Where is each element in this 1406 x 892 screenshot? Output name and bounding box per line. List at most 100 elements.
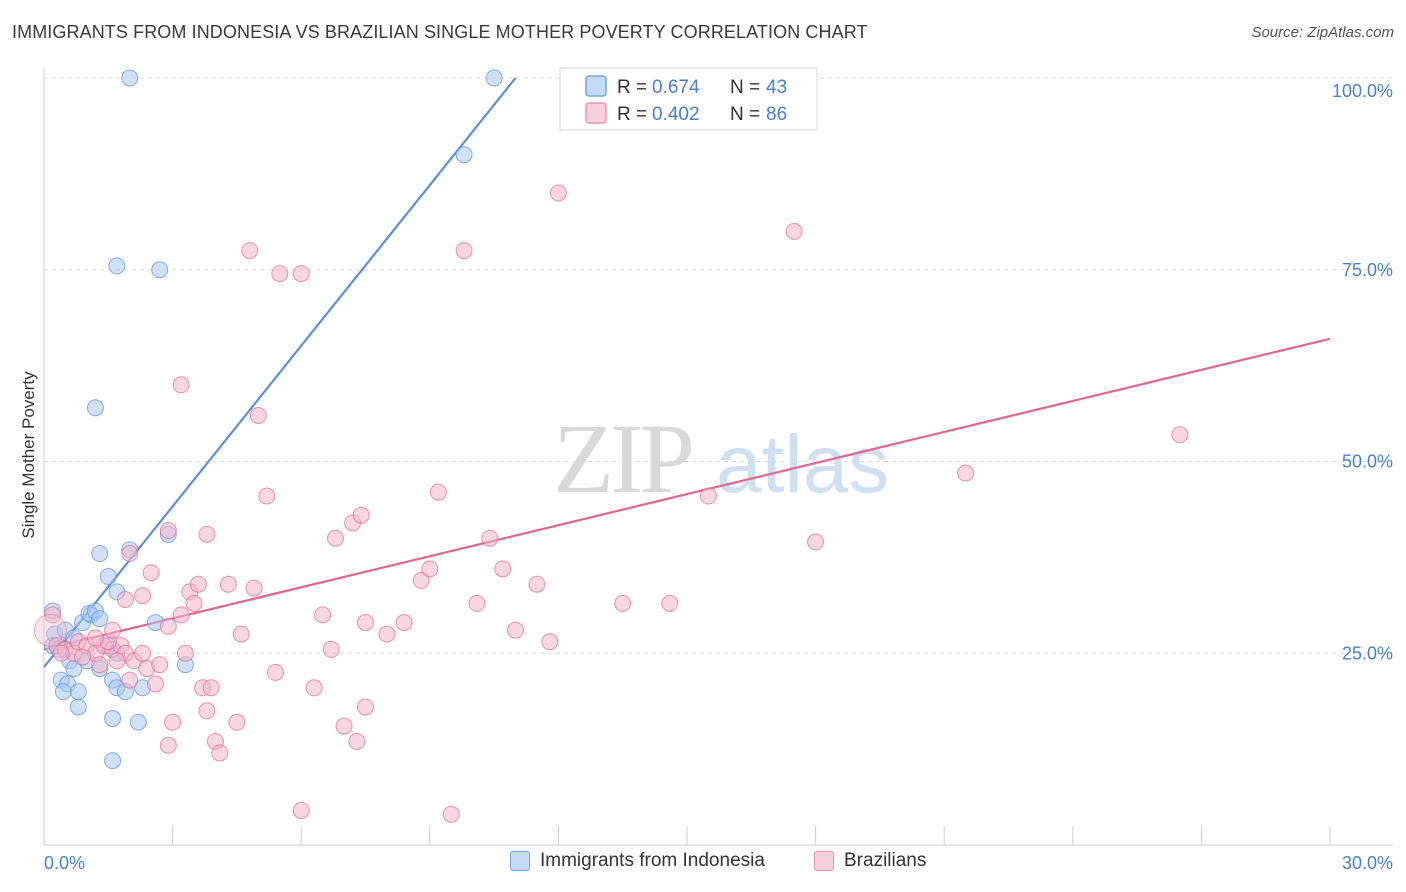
legend-r-value: 0.402: [652, 104, 700, 125]
brazilians-point: [378, 625, 396, 643]
y-tick-label-50: 50.0%: [1342, 452, 1393, 472]
brazilians-point: [176, 644, 194, 662]
brazilians-point: [322, 640, 340, 658]
brazilians-point: [357, 614, 374, 632]
legend-swatch-0: [585, 75, 607, 97]
brazilians-point: [352, 506, 370, 524]
brazilians-point: [442, 805, 460, 823]
brazilians-point: [219, 575, 237, 593]
brazilians-point: [494, 560, 512, 578]
indonesia-point: [99, 568, 117, 586]
brazilians-point: [202, 679, 220, 697]
brazilians-point: [785, 222, 803, 240]
grid-lines: [44, 77, 1393, 654]
brazilians-point: [164, 713, 182, 731]
brazilians-point: [172, 606, 190, 624]
brazilians-point: [807, 533, 825, 551]
legend-r-value: 0.674: [652, 77, 700, 98]
bottom-legend: Immigrants from Indonesia Brazilians: [0, 850, 1406, 880]
legend-n-value: 86: [766, 104, 787, 125]
indonesia-point: [91, 545, 109, 563]
brazilians-point: [292, 801, 310, 819]
y-tick-label-100: 100.0%: [1332, 81, 1393, 101]
brazilians-point: [249, 406, 267, 424]
brazilians-point: [271, 265, 289, 283]
indonesia-point: [129, 713, 147, 731]
brazilians-point: [481, 529, 499, 547]
legend-n-label: N =: [730, 104, 760, 125]
source-credit: Source: ZipAtlas.com: [1251, 24, 1394, 41]
brazilians-point: [258, 487, 276, 505]
cluster-point: [33, 613, 67, 647]
brazilians-point: [172, 376, 190, 394]
brazilians-point: [326, 529, 344, 547]
indonesia-point: [91, 610, 109, 628]
brazilians-point: [159, 617, 177, 635]
brazilians-point: [348, 732, 366, 750]
x-tick-label-0: 0.0%: [44, 853, 85, 873]
brazilians-point: [395, 614, 413, 632]
indonesia-point: [69, 698, 87, 716]
brazilians-point: [159, 736, 177, 754]
brazilians-point: [116, 591, 134, 609]
brazilians-point: [357, 698, 374, 716]
watermark-atlas: atlas: [716, 419, 889, 510]
brazilians-point: [86, 629, 104, 647]
brazilians-point: [146, 675, 164, 693]
legend-box: R = 0.674 N = 43 R = 0.402 N = 86: [559, 67, 818, 131]
brazilians-point: [104, 621, 122, 639]
brazilians-point: [198, 525, 216, 543]
legend-n-label: N =: [730, 77, 760, 98]
indonesia-point: [104, 752, 122, 770]
brazilians-point: [108, 652, 126, 670]
brazilians-point: [134, 644, 152, 662]
legend-item-brazilians[interactable]: Brazilians: [814, 850, 926, 872]
indonesia-point: [151, 261, 169, 279]
brazilians-point: [528, 575, 546, 593]
brazilians-swatch: [814, 851, 834, 871]
data-points: [33, 69, 1189, 823]
brazilians-point: [134, 587, 152, 605]
legend-label-brazilians: Brazilians: [844, 850, 927, 871]
indonesia-point: [69, 683, 87, 701]
brazilians-point: [661, 594, 679, 612]
indonesia-swatch: [510, 851, 530, 871]
watermark: ZIP atlas: [553, 403, 889, 514]
brazilians-point: [241, 242, 259, 260]
brazilians-point: [412, 571, 430, 589]
legend-n-value: 43: [766, 77, 787, 98]
y-tick-label-25: 25.0%: [1342, 643, 1393, 663]
brazilians-point: [198, 702, 216, 720]
indonesia-point: [455, 146, 473, 164]
brazilians-point: [189, 575, 207, 593]
trendlines: [43, 77, 1331, 668]
brazilians-point: [74, 648, 92, 666]
brazilians-point: [142, 564, 160, 582]
brazilians-point: [429, 483, 447, 501]
brazilians-point: [185, 594, 203, 612]
brazilians-point: [305, 679, 323, 697]
indonesia-point: [86, 399, 104, 417]
chart-title: IMMIGRANTS FROM INDONESIA VS BRAZILIAN S…: [12, 22, 868, 42]
brazilians-point: [507, 621, 525, 639]
legend-item-indonesia[interactable]: Immigrants from Indonesia: [510, 850, 765, 872]
brazilians-point: [314, 606, 332, 624]
indonesia-point: [104, 709, 122, 727]
brazilians-point: [52, 644, 70, 662]
trendline-indonesia: [43, 77, 517, 668]
brazilians-point: [266, 663, 284, 681]
brazilians-point: [151, 656, 169, 674]
brazilians-point: [91, 656, 109, 674]
indonesia-point: [54, 683, 72, 701]
indonesia-point: [485, 69, 503, 87]
trendline-brazilians: [43, 337, 1331, 651]
brazilians-point: [121, 671, 139, 689]
brazilians-point: [335, 717, 353, 735]
brazilians-point: [957, 464, 975, 482]
brazilians-point: [211, 744, 229, 762]
brazilians-point: [228, 713, 246, 731]
indonesia-point: [108, 257, 126, 275]
legend-r-label: R =: [617, 77, 647, 98]
axes: [43, 68, 1393, 846]
